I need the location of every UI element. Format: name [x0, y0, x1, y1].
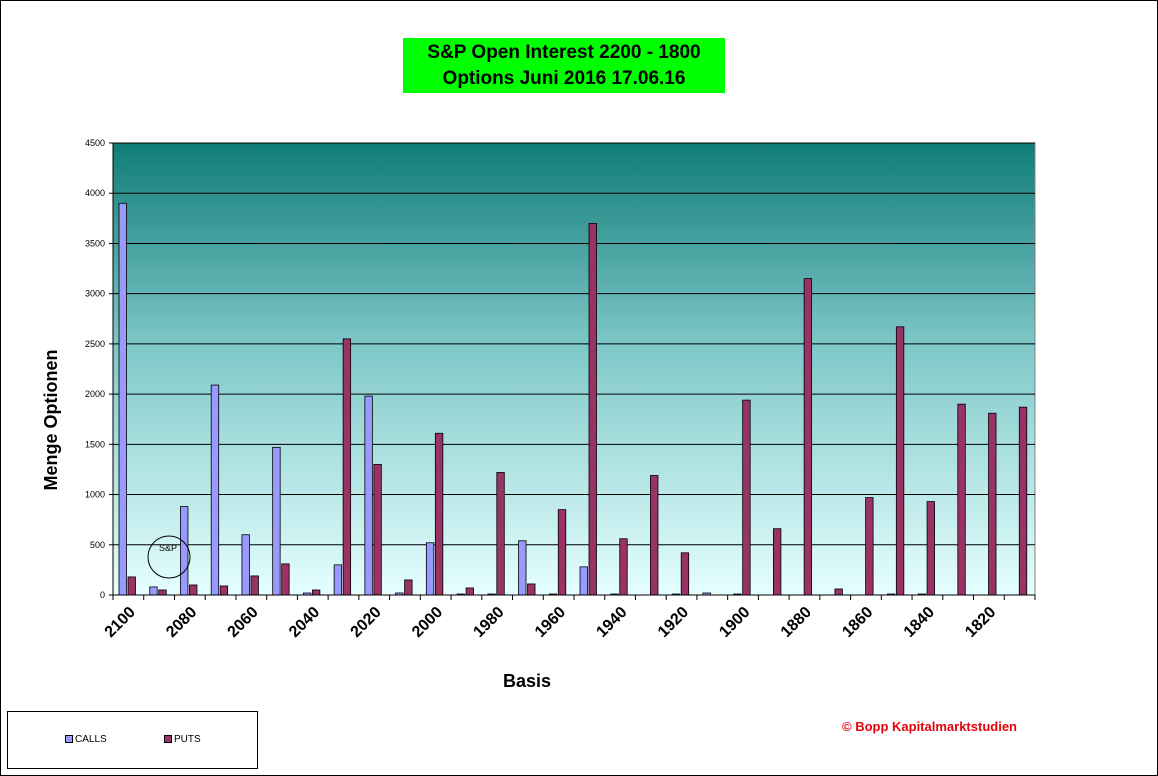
bar-calls	[518, 540, 527, 596]
copyright-note: © Bopp Kapitalmarktstudien	[842, 719, 1017, 734]
bar-calls	[579, 566, 588, 596]
bar-puts	[434, 432, 444, 596]
bar-puts	[988, 412, 997, 596]
bar-calls	[118, 202, 127, 596]
bar-puts	[527, 583, 536, 596]
y-tick-label: 1000	[85, 490, 105, 500]
bar-puts	[650, 475, 659, 596]
bar-calls	[149, 586, 158, 596]
y-axis-label: Menge Optionen	[41, 350, 61, 491]
x-tick-label: 1960	[532, 604, 569, 641]
bar-puts	[773, 528, 782, 596]
x-tick-label: 2080	[163, 604, 200, 641]
grid-lines	[113, 142, 1035, 546]
bar-puts	[865, 497, 874, 596]
bar-puts	[957, 403, 966, 596]
x-tick-label: 2040	[286, 604, 323, 641]
y-tick-label: 500	[90, 540, 105, 550]
x-tick-label: 1940	[593, 604, 630, 641]
y-tick-label: 3500	[85, 238, 105, 248]
bar-puts	[219, 585, 229, 596]
bar-calls	[364, 395, 373, 596]
title-line-2: Options Juni 2016 17.06.16	[442, 68, 686, 89]
y-tick-label: 3000	[85, 289, 105, 299]
bar-puts	[742, 399, 751, 596]
x-tick-label: 1920	[655, 604, 692, 641]
x-tick-label: 1820	[962, 604, 999, 641]
bar-puts	[373, 464, 382, 596]
bar-puts	[803, 278, 813, 596]
legend-label-puts: PUTS	[174, 734, 201, 745]
bar-puts	[588, 222, 597, 596]
bar-puts	[619, 538, 628, 596]
legend-label-calls: CALLS	[75, 734, 107, 745]
sp-badge-circle	[147, 535, 191, 579]
bar-calls	[425, 542, 435, 596]
x-tick-label: 2000	[409, 604, 446, 641]
chart-title: S&P Open Interest 2200 - 1800 Options Ju…	[403, 38, 725, 93]
bar-puts	[834, 588, 843, 596]
x-tick-label: 2100	[102, 604, 139, 641]
bar-puts	[465, 587, 474, 596]
legend-swatch-puts	[164, 735, 172, 744]
y-axis-ticks: 0 500 1000 1500 2000 2500 3000 3500 4000 4500	[85, 138, 113, 600]
bar-calls	[210, 384, 220, 596]
plot-area	[112, 142, 1036, 596]
bar-puts	[680, 552, 690, 596]
bar-puts	[127, 576, 136, 596]
x-tick-label: 1900	[716, 604, 753, 641]
legend-item-puts: PUTS	[164, 734, 201, 745]
y-tick-label: 2000	[85, 389, 105, 399]
sp-badge-label: S&P	[159, 543, 177, 553]
bar-puts	[1018, 406, 1028, 596]
x-tick-label: 2060	[225, 604, 262, 641]
legend-item-calls: CALLS	[65, 734, 107, 745]
bar-puts	[895, 326, 905, 596]
y-tick-label: 0	[100, 590, 105, 600]
bar-puts	[557, 509, 567, 596]
bar-puts	[404, 579, 413, 596]
legend: CALLS PUTS	[7, 711, 258, 769]
bar-calls	[180, 506, 189, 596]
y-tick-label: 4500	[85, 138, 105, 148]
bars	[118, 202, 1028, 596]
bar-calls	[333, 564, 343, 596]
x-axis-ticks: 2100 2080 2060 2040 2020 2000 1980 1960 1940 1920…	[102, 595, 1036, 641]
y-tick-label: 1500	[85, 439, 105, 449]
bar-puts	[496, 472, 505, 596]
bar-puts	[281, 563, 290, 596]
bar-puts	[926, 501, 935, 596]
bar-calls	[272, 446, 281, 596]
x-axis-label: Basis	[503, 671, 551, 691]
x-tick-label: 1840	[901, 604, 938, 641]
y-tick-label: 2500	[85, 339, 105, 349]
bar-puts	[311, 589, 321, 596]
x-tick-label: 1980	[470, 604, 507, 641]
x-tick-label: 1860	[839, 604, 876, 641]
legend-swatch-calls	[65, 735, 73, 744]
bar-puts	[250, 575, 259, 596]
x-tick-label: 2020	[348, 604, 385, 641]
y-tick-label: 4000	[85, 188, 105, 198]
bar-puts	[158, 589, 167, 596]
x-tick-label: 1880	[778, 604, 815, 641]
bar-calls	[241, 534, 250, 596]
bar-puts	[189, 584, 198, 596]
bar-puts	[342, 338, 352, 596]
title-line-1: S&P Open Interest 2200 - 1800	[427, 42, 701, 63]
